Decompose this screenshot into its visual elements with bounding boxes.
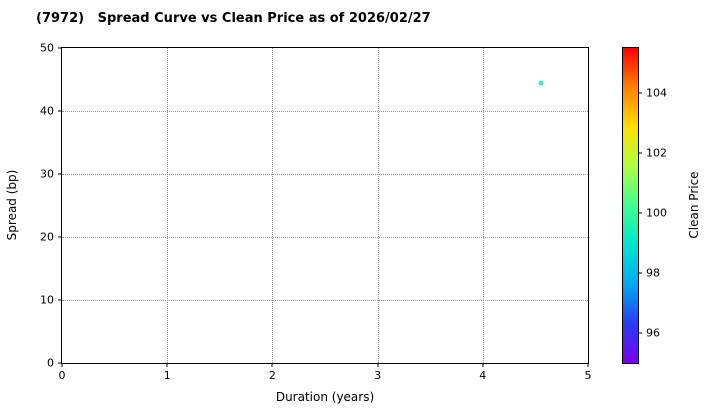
y-tick-mark (58, 362, 62, 364)
x-tick-label: 2 (268, 369, 276, 382)
x-tick-label: 1 (163, 369, 171, 382)
colorbar-label: Clean Price (687, 171, 701, 239)
y-tick-mark (58, 299, 62, 301)
chart-title: (7972) Spread Curve vs Clean Price as of… (36, 11, 431, 26)
colorbar-tick-label: 100 (646, 206, 667, 220)
gridline-horizontal (62, 237, 588, 238)
gridline-vertical (377, 48, 379, 363)
gridline-horizontal (62, 111, 588, 112)
colorbar: 96 98 100 102 104 (622, 47, 667, 364)
x-tick-mark (377, 363, 379, 367)
y-tick-mark (58, 110, 62, 112)
x-tick-label: 5 (584, 369, 592, 382)
x-tick-label: 0 (58, 369, 66, 382)
y-tick-mark (58, 236, 62, 238)
x-tick-mark (587, 363, 589, 367)
data-point (538, 80, 544, 86)
gridline-horizontal (62, 174, 588, 175)
colorbar-tick-label: 104 (646, 86, 667, 100)
gridline-horizontal (62, 300, 588, 301)
colorbar-tick-mark (638, 272, 642, 274)
x-axis-label: Duration (years) (275, 390, 375, 404)
gridline-vertical (482, 48, 484, 363)
gridline-vertical (272, 48, 274, 363)
y-tick-label: 50 (40, 41, 54, 55)
x-tick-label: 3 (374, 369, 382, 382)
x-tick-mark (271, 363, 273, 367)
colorbar-tick-mark (638, 92, 642, 94)
x-tick-mark (482, 363, 484, 367)
y-tick-label: 10 (40, 293, 54, 307)
y-tick-label: 0 (47, 356, 54, 370)
colorbar-tick-mark (638, 212, 642, 214)
gridline-vertical (167, 48, 169, 363)
y-tick-label: 30 (40, 167, 54, 181)
y-tick-label: 20 (40, 230, 54, 244)
colorbar-tick-label: 98 (646, 266, 660, 280)
x-tick-label: 4 (479, 369, 487, 382)
colorbar-tick-mark (638, 152, 642, 154)
y-tick-mark (58, 47, 62, 49)
colorbar-tick-label: 96 (646, 326, 660, 340)
colorbar-tick-mark (638, 332, 642, 334)
colorbar-tick-label: 102 (646, 146, 667, 160)
x-tick-mark (61, 363, 63, 367)
y-axis-label: Spread (bp) (5, 169, 19, 241)
colorbar-gradient (623, 48, 638, 363)
y-tick-mark (58, 173, 62, 175)
plot-area: 0 1 2 3 4 5 0 10 20 30 40 50 (40, 43, 592, 382)
y-tick-label: 40 (40, 104, 54, 118)
x-tick-mark (166, 363, 168, 367)
